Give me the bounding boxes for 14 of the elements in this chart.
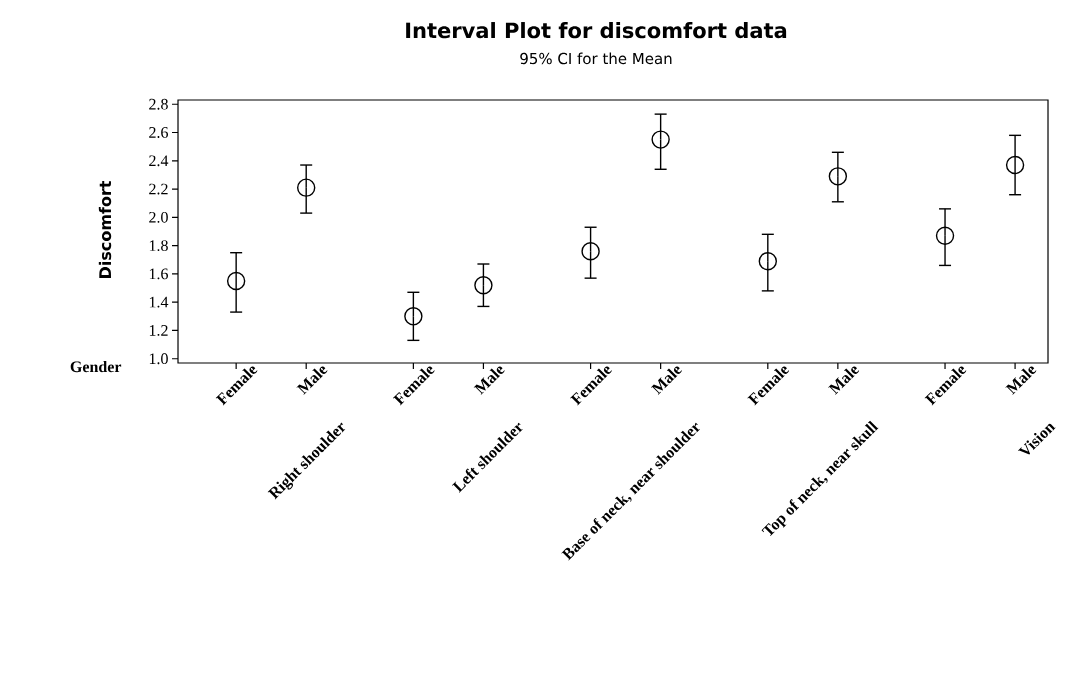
y-tick-label: 2.4	[149, 155, 169, 167]
y-tick-label: 2.6	[149, 127, 168, 138]
y-tick-label: 2.2	[149, 183, 168, 195]
chart-subtitle: 95% CI for the Mean	[520, 52, 672, 65]
y-tick-label: 1.2	[149, 325, 168, 336]
chart-title: Interval Plot for discomfort data	[406, 22, 787, 39]
y-tick-label: 1.0	[149, 353, 168, 365]
y-tick-label: 2.0	[149, 211, 168, 223]
y-tick-label: 1.6	[149, 268, 168, 280]
y-tick-label: 2.8	[149, 98, 168, 110]
x-axis-title: Gender	[70, 360, 122, 373]
y-tick-label: 1.8	[149, 240, 168, 252]
y-axis-title: Discomfort	[98, 180, 112, 278]
y-tick-label: 1.4	[149, 296, 169, 308]
